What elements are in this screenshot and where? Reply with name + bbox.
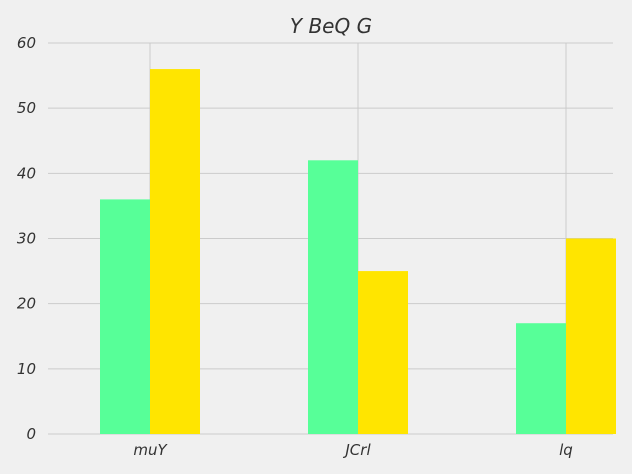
x-tick-label: lq — [559, 441, 573, 459]
y-tick-label: 60 — [17, 34, 36, 52]
x-tick-labels: muY JCrl lq — [133, 441, 572, 459]
bar-lq-series-2 — [566, 238, 616, 434]
bar-muY-series-2 — [150, 69, 200, 435]
y-tick-label: 40 — [17, 164, 36, 182]
bar-lq-series-1 — [516, 323, 566, 434]
bars — [100, 69, 616, 435]
y-tick-label: 20 — [17, 295, 36, 313]
y-tick-label: 30 — [17, 230, 36, 248]
x-tick-label: JCrl — [342, 441, 371, 459]
y-tick-label: 50 — [17, 99, 36, 117]
bar-JCrl-series-2 — [358, 271, 408, 434]
x-tick-label: muY — [133, 441, 168, 459]
y-tick-label: 0 — [26, 425, 36, 443]
chart-title: Y BeQ G — [290, 14, 372, 38]
bar-JCrl-series-1 — [308, 160, 358, 435]
y-tick-labels: 0 10 20 30 40 50 60 — [17, 34, 36, 443]
bar-muY-series-1 — [100, 199, 150, 434]
y-tick-label: 10 — [17, 360, 36, 378]
